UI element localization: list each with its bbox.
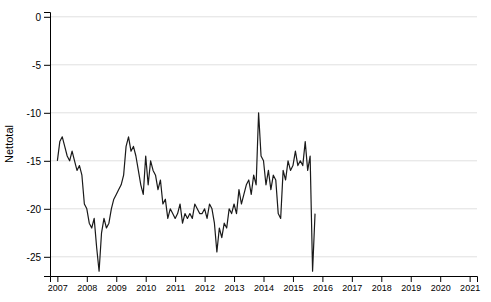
x-tick: 2015 <box>283 276 303 293</box>
x-tick: 2014 <box>254 276 274 293</box>
x-tick: 2020 <box>431 276 451 293</box>
y-tick-label: -25 <box>27 252 42 263</box>
x-tick: 2017 <box>342 276 362 293</box>
x-tick-label: 2020 <box>431 283 451 293</box>
y-tick: -20 <box>27 204 50 215</box>
x-tick-label: 2010 <box>136 283 156 293</box>
x-tick-mark <box>352 276 353 282</box>
x-tick-mark <box>234 276 235 282</box>
x-tick-label: 2015 <box>283 283 303 293</box>
x-tick: 2013 <box>225 276 245 293</box>
x-tick-mark <box>440 276 441 282</box>
x-tick-mark <box>293 276 294 282</box>
grid-line <box>50 16 477 17</box>
chart: 2007 2008 2009 2010 2011 2012 2013 2014 2015 2016… <box>0 0 491 302</box>
x-tick: 2011 <box>166 276 185 293</box>
y-axis-line <box>44 13 51 277</box>
grid-line <box>50 208 477 209</box>
y-tick-label: -15 <box>27 156 42 167</box>
y-axis: 0 -5 -10 -15 -20 -25 <box>27 12 51 277</box>
x-tick-label: 2018 <box>372 283 392 293</box>
x-tick-label: 2019 <box>401 283 421 293</box>
x-tick: 2010 <box>136 276 156 293</box>
y-tick-mark <box>44 113 50 114</box>
x-tick-label: 2016 <box>313 283 333 293</box>
x-tick-mark <box>205 276 206 282</box>
x-tick-mark <box>87 276 88 282</box>
plot-area: 2007 2008 2009 2010 2011 2012 2013 2014 2015 2016… <box>27 12 481 294</box>
x-tick-label: 2013 <box>225 283 245 293</box>
x-axis: 2007 2008 2009 2010 2011 2012 2013 2014 2015 2016… <box>48 276 480 293</box>
x-axis-line <box>51 277 478 283</box>
x-tick-mark <box>381 276 382 282</box>
grid <box>50 17 477 257</box>
x-tick-label: 2008 <box>77 283 97 293</box>
x-tick-label: 2011 <box>166 283 185 293</box>
y-tick: -15 <box>27 156 50 167</box>
y-tick-label: -20 <box>27 204 42 215</box>
y-tick-mark <box>44 209 50 210</box>
y-tick-label: -5 <box>32 60 41 71</box>
x-tick: 2018 <box>372 276 392 293</box>
x-tick-label: 2007 <box>48 283 68 293</box>
x-tick: 2008 <box>77 276 97 293</box>
x-tick-label: 2021 <box>460 283 480 293</box>
x-tick-mark <box>57 276 58 282</box>
grid-line <box>50 256 477 257</box>
y-tick-mark <box>44 65 50 66</box>
y-axis-title: Nettotal <box>3 125 15 163</box>
x-tick-label: 2012 <box>195 283 215 293</box>
x-tick-mark <box>322 276 323 282</box>
x-tick-mark <box>175 276 176 282</box>
grid-line <box>50 112 477 113</box>
x-tick: 2012 <box>195 276 215 293</box>
y-tick: 0 <box>35 12 50 23</box>
x-tick: 2009 <box>107 276 127 293</box>
y-tick-mark <box>44 17 50 18</box>
x-tick-mark <box>411 276 412 282</box>
x-tick-label: 2017 <box>342 283 362 293</box>
x-tick-mark <box>116 276 117 282</box>
x-tick-mark <box>470 276 471 282</box>
y-tick: -25 <box>27 252 50 263</box>
x-tick: 2007 <box>48 276 68 293</box>
x-tick: 2016 <box>313 276 333 293</box>
y-tick-label: -10 <box>27 108 42 119</box>
x-tick-label: 2014 <box>254 283 274 293</box>
grid-line <box>50 64 477 65</box>
marks <box>57 113 315 271</box>
y-tick: -10 <box>27 108 50 119</box>
y-tick-mark <box>44 257 50 258</box>
line <box>57 113 315 271</box>
x-tick-mark <box>264 276 265 282</box>
x-tick: 2019 <box>401 276 421 293</box>
x-tick: 2021 <box>460 276 480 293</box>
y-tick-label: 0 <box>35 12 41 23</box>
y-tick: -5 <box>32 60 50 71</box>
x-tick-label: 2009 <box>107 283 127 293</box>
y-tick-mark <box>44 161 50 162</box>
x-tick-mark <box>146 276 147 282</box>
